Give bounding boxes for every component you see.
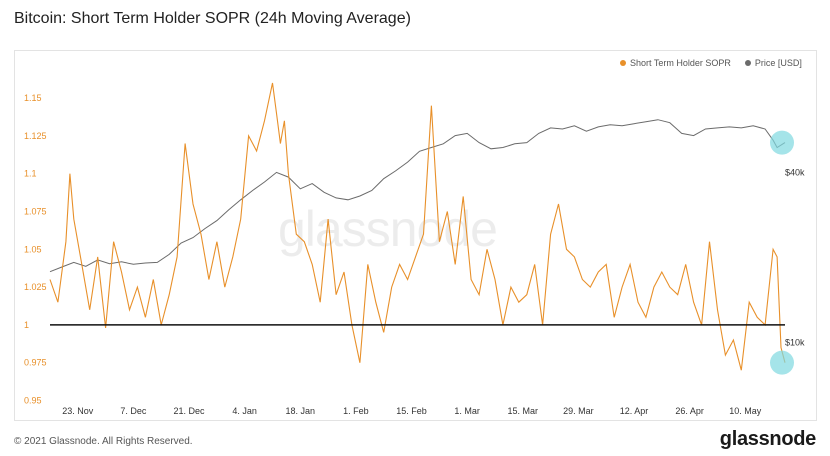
y-tick-label: 0.95	[24, 395, 42, 405]
sopr-highlight-marker	[770, 350, 794, 375]
legend-price-marker	[744, 60, 751, 66]
y-tick-label: 0.975	[24, 358, 47, 368]
x-tick-label: 15. Feb	[396, 406, 427, 416]
chart-title: Bitcoin: Short Term Holder SOPR (24h Mov…	[14, 10, 411, 27]
x-tick-label: 21. Dec	[174, 406, 206, 416]
glassnode-logo: glassnode	[719, 428, 817, 450]
x-tick-label: 1. Feb	[343, 406, 369, 416]
legend-sopr-label: Short Term Holder SOPR	[630, 58, 731, 68]
plot-area	[14, 50, 817, 421]
x-tick-label: 15. Mar	[508, 406, 539, 416]
x-tick-label: 29. Mar	[563, 406, 594, 416]
y-tick-label: 1.075	[24, 207, 47, 217]
sopr-series-line	[49, 82, 786, 371]
legend: Short Term Holder SOPR Price [USD]	[620, 58, 802, 68]
x-tick-label: 26. Apr	[675, 406, 704, 416]
y-right-tick-label: $10k	[785, 337, 805, 347]
y-tick-label: 1.15	[24, 93, 42, 103]
x-tick-label: 18. Jan	[286, 406, 316, 416]
y-tick-label: 1.1	[24, 169, 37, 179]
x-tick-label: 23. Nov	[62, 406, 94, 416]
x-tick-label: 7. Dec	[120, 406, 147, 416]
copyright-text: © 2021 Glassnode. All Rights Reserved.	[14, 436, 193, 447]
x-tick-label: 12. Apr	[620, 406, 649, 416]
y-tick-label: 1	[24, 320, 29, 330]
y-tick-label: 1.05	[24, 244, 42, 254]
legend-price-label: Price [USD]	[754, 58, 802, 68]
y-tick-label: 1.025	[24, 282, 47, 292]
legend-item-sopr[interactable]: Short Term Holder SOPR	[620, 58, 731, 68]
legend-sopr-marker	[620, 60, 626, 66]
x-tick-label: 4. Jan	[232, 406, 257, 416]
y-right-tick-label: $40k	[785, 167, 805, 177]
x-tick-label: 1. Mar	[454, 406, 480, 416]
y-tick-label: 1.125	[24, 131, 47, 141]
price-highlight-marker	[770, 130, 794, 155]
legend-item-price[interactable]: Price [USD]	[744, 58, 802, 68]
x-tick-label: 10. May	[729, 406, 762, 416]
price-series-line	[49, 119, 786, 273]
